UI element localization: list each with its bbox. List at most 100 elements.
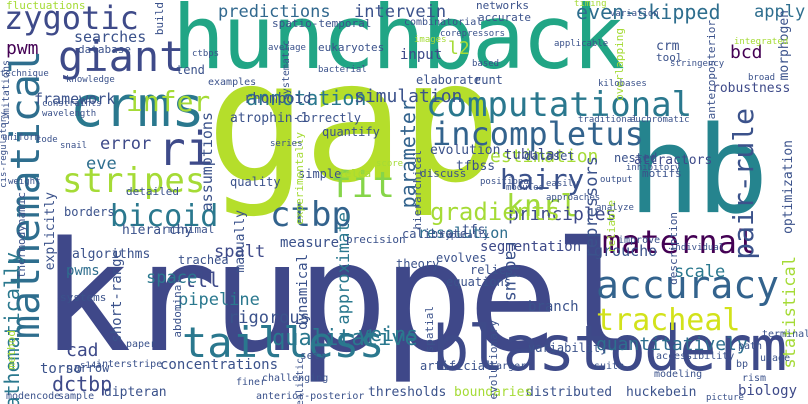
- word-atrophin-1: atrophin-1: [230, 111, 309, 126]
- word-bcd: bcd: [730, 42, 763, 63]
- word-nested: nested: [614, 151, 658, 165]
- word-motifs: motifs: [642, 167, 682, 180]
- word-input: input: [400, 47, 443, 63]
- word-cad: cad: [66, 340, 99, 361]
- word-tubular: tubular: [504, 147, 564, 163]
- word-minimal: minimal: [168, 223, 215, 236]
- word-inhibitory: inhibitory: [626, 163, 681, 173]
- word-framework: framework: [34, 90, 116, 108]
- word-borders: borders: [64, 205, 115, 219]
- word-pair-rule: pair-rule: [727, 108, 760, 260]
- word-measure: measure: [280, 235, 340, 251]
- word-fit: fit: [330, 165, 396, 206]
- word-trachea: trachea: [178, 253, 229, 267]
- word-torso: torso: [40, 361, 83, 377]
- word-rigorous: rigorous: [228, 308, 310, 328]
- word-assumptions: assumptions: [198, 112, 216, 212]
- word-estimation: estimation: [490, 146, 599, 167]
- word-distributed: distributed: [526, 385, 613, 400]
- word-output: output: [600, 175, 633, 185]
- word-method: method: [5, 330, 18, 370]
- word-discuss: discuss: [420, 167, 467, 180]
- word-positional: positional: [480, 177, 535, 187]
- word-simulation: simulation: [354, 86, 463, 107]
- word-spatial: spatial: [423, 306, 436, 353]
- word-stripes: stripes: [62, 161, 206, 201]
- word-images: images: [414, 35, 447, 45]
- word-kruppel: kruppel: [40, 209, 645, 386]
- word-blastoderm: blastoderm: [432, 312, 787, 385]
- word-space: space: [146, 268, 198, 288]
- word-radius: radius: [501, 240, 521, 302]
- word-spatio-temporal: spatio-temporal: [272, 17, 372, 30]
- word-robustness: robustness: [712, 81, 791, 96]
- word-qualitative: qualitative: [272, 326, 418, 351]
- word-narrow: narrow: [66, 361, 110, 375]
- word-maternal: maternal: [602, 223, 757, 261]
- word-elaborate: elaborate: [416, 73, 482, 87]
- word-code: code: [36, 135, 58, 145]
- word-giant: giant: [58, 32, 185, 81]
- word-simple: simple: [298, 167, 342, 181]
- word-sets: sets: [300, 349, 327, 362]
- word-spalt: spalt: [214, 242, 266, 262]
- word-annotation: annotation: [246, 86, 367, 110]
- word-traditional: traditional: [578, 115, 638, 125]
- word-rism: rism: [742, 373, 767, 384]
- word-hierarchy: hierarchy: [122, 223, 193, 238]
- word-individual: individual: [670, 243, 725, 253]
- word-euchromatic: euchromatic: [630, 115, 690, 125]
- word-evolution: evolution: [430, 143, 501, 158]
- word-finer: finer: [236, 377, 267, 388]
- word-database: database: [78, 43, 131, 56]
- word-dataset: dataset: [524, 149, 575, 163]
- word-modeling: modeling: [654, 369, 703, 380]
- word-dipteran: dipteran: [104, 385, 167, 400]
- word-interstripe: interstripe: [96, 359, 163, 370]
- word-accurate: accurate: [478, 11, 531, 24]
- word-scale: scale: [674, 262, 726, 282]
- word-hunchback: hunchback: [172, 0, 625, 89]
- word-series: series: [270, 139, 303, 149]
- word-crm: crm: [656, 39, 680, 54]
- word-precision: precision: [346, 233, 406, 246]
- word-corepressors: corepressors: [440, 29, 506, 39]
- word-tfs: tfs: [462, 223, 486, 238]
- word-tend: tend: [176, 63, 205, 77]
- word-kilobases: kilobases: [598, 79, 647, 89]
- word-sample: sample: [58, 391, 95, 402]
- word-anteroposterior: anteroposterior: [705, 20, 718, 120]
- word-eukaryotes: eukaryotes: [318, 41, 385, 54]
- word-pipeline: pipeline: [178, 290, 260, 310]
- word-crms: crms: [70, 75, 205, 140]
- word-build: build: [153, 2, 166, 36]
- word-quantify: quantify: [322, 125, 380, 139]
- word-challenging: challenging: [262, 373, 329, 384]
- word-variation: variation: [610, 9, 659, 19]
- word-easily: easily: [546, 179, 579, 189]
- word-hierarchical: hierarchical: [411, 150, 424, 230]
- word-ctbp: ctbp: [270, 195, 352, 235]
- word-based: based: [472, 59, 500, 69]
- word-infer: infer: [126, 85, 211, 118]
- word-thresholds: thresholds: [368, 385, 447, 400]
- word-abdominal: abdominal: [171, 278, 184, 338]
- word-manually: manually: [233, 210, 248, 273]
- word-overlapping: overlapping: [613, 28, 626, 101]
- word-approaches: approaches: [546, 193, 601, 203]
- word-tll: tll: [184, 268, 221, 292]
- word-statistical: statistical: [780, 256, 800, 369]
- word-uniform: uniform: [2, 133, 40, 143]
- word-s14a: s14a: [80, 361, 102, 371]
- word-average: average: [268, 43, 306, 53]
- word-runt: runt: [474, 73, 503, 87]
- word-accessibility: accessibility: [656, 351, 735, 362]
- word-technique: technique: [0, 69, 49, 79]
- word-suite: suite: [594, 361, 625, 372]
- word-eve: eve: [86, 154, 117, 174]
- word-gap: gap: [206, 24, 501, 220]
- word-huckebein: huckebein: [626, 385, 697, 400]
- word-ri: ri: [158, 122, 214, 176]
- word-bicoid: bicoid: [110, 199, 219, 234]
- word-bacterial: bacterial: [318, 65, 367, 75]
